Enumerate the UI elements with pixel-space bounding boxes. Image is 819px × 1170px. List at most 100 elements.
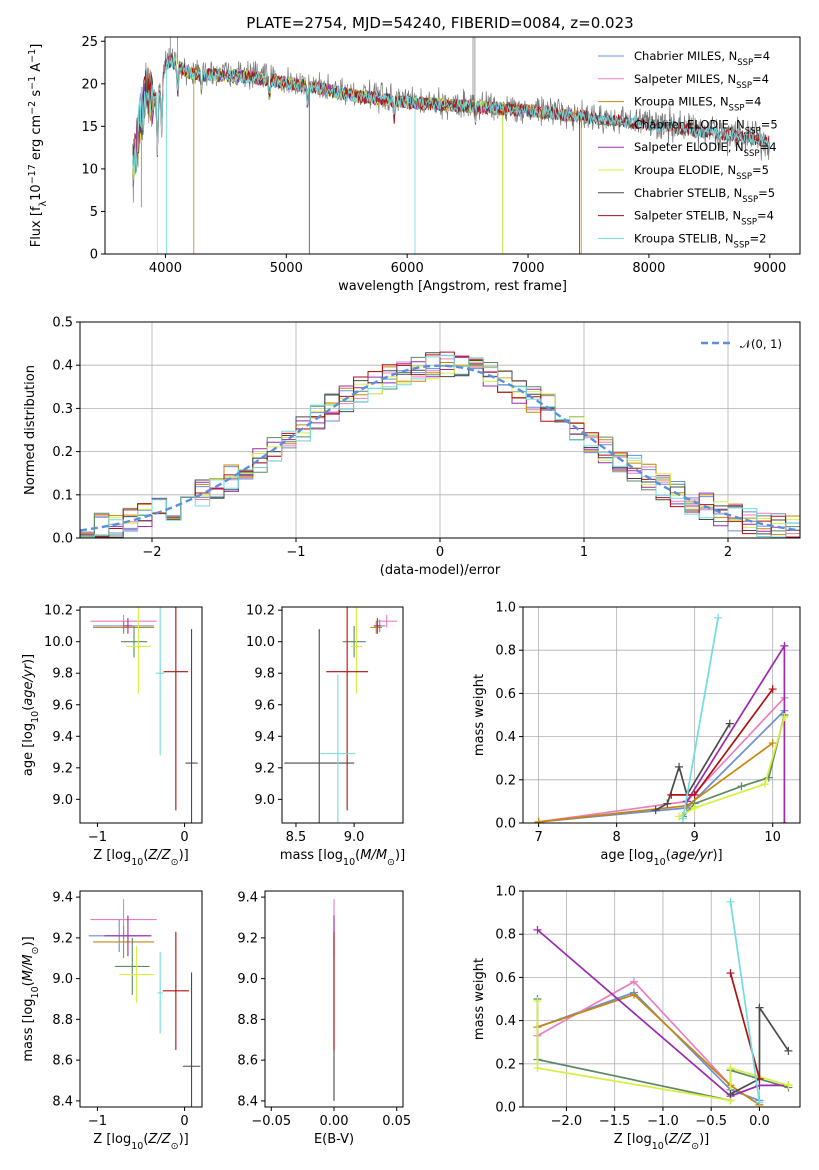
weight-marker — [690, 790, 699, 799]
weight-line — [538, 697, 786, 823]
y-tick-label: 10.2 — [246, 604, 275, 619]
weight-marker — [651, 806, 660, 815]
weight-marker — [629, 990, 638, 999]
weight-line — [729, 901, 761, 1103]
x-tick-label: −0.5 — [695, 1114, 727, 1129]
x-tick-label: −1 — [88, 830, 107, 845]
weight-lines — [533, 897, 793, 1107]
y-axis-label: mass weight — [472, 674, 487, 756]
weight-marker — [629, 977, 638, 986]
weight-marker — [678, 814, 687, 823]
y-tick-label: 9.4 — [52, 730, 73, 745]
x-tick-label: 0.00 — [320, 1114, 349, 1129]
weight-line — [686, 642, 786, 823]
y-tick-label: 0.4 — [495, 730, 516, 745]
y-tick-label: 9.0 — [254, 793, 275, 808]
x-tick-label: 1 — [580, 545, 588, 560]
model-spectrum-line — [132, 56, 770, 254]
x-tick-label: 9000 — [753, 261, 786, 276]
x-axis-label: wavelength [Angstrom, rest frame] — [338, 279, 567, 294]
y-axis-label: Normed distribution — [23, 365, 38, 495]
weight-line — [682, 617, 719, 819]
y-tick-label: 25 — [81, 35, 98, 50]
mass-vs-Z-panel: −1 0 8.4 8.6 8.8 9.0 9.2 9.4 Z [log10(Z/Z⊙)] mass… — [21, 890, 203, 1152]
x-tick-label: 4000 — [149, 261, 182, 276]
age-vs-Z-panel: −1 0 9.0 9.2 9.4 9.6 9.8 10.0 10.2 Z [log10(Z/Z⊙)… — [21, 604, 203, 868]
y-tick-label: 0.8 — [495, 928, 516, 943]
spectrum-panel: 4000 5000 6000 7000 8000 9000 0 5 10 15 20 25 wavele… — [27, 35, 801, 294]
y-tick-label: 0.4 — [495, 1014, 516, 1029]
weight-line — [730, 1004, 790, 1095]
y-tick-label: 9.2 — [52, 761, 73, 776]
y-tick-label: 0.2 — [52, 445, 73, 460]
error-bars — [88, 899, 201, 1107]
y-axis-label: mass weight — [472, 958, 487, 1040]
x-axis-label: E(B-V) — [314, 1132, 354, 1147]
mass-weight-vs-age-panel: 7 8 9 10 0.0 0.2 0.4 0.6 0.8 1.0 age [log10(age/yr… — [472, 601, 801, 868]
x-tick-label: 0 — [436, 545, 444, 560]
weight-marker — [726, 1090, 735, 1099]
weight-line — [536, 929, 789, 1098]
weight-line — [678, 716, 786, 818]
y-tick-label: 0.4 — [52, 359, 73, 374]
weight-line — [729, 972, 761, 1080]
weight-marker — [667, 790, 676, 799]
y-tick-label: 9.4 — [254, 730, 275, 745]
y-tick-label: 0.1 — [52, 488, 73, 503]
y-tick-label: 0.0 — [495, 1101, 516, 1116]
y-tick-label: 0.5 — [52, 316, 73, 331]
weight-marker — [784, 1046, 793, 1055]
x-tick-label: −1 — [286, 545, 305, 560]
x-tick-label: 0.0 — [749, 1114, 770, 1129]
y-tick-label: 0.6 — [495, 687, 516, 702]
y-tick-label: 10.0 — [44, 635, 73, 650]
weight-marker — [533, 925, 542, 934]
y-tick-label: 9.8 — [254, 667, 275, 682]
weight-marker — [755, 1098, 764, 1107]
y-tick-label: 0.0 — [52, 532, 73, 547]
y-tick-label: 1.0 — [495, 885, 516, 900]
y-tick-label: 9.6 — [254, 698, 275, 713]
y-tick-label: 9.2 — [237, 931, 258, 946]
y-tick-label: 5 — [90, 205, 98, 220]
weight-marker — [675, 812, 684, 821]
y-tick-label: 0.6 — [495, 971, 516, 986]
weight-marker — [780, 641, 789, 650]
axes-frame — [264, 890, 404, 1108]
legend-entry: Chabrier STELIB, NSSP=5 — [634, 186, 775, 205]
residual-histograms — [80, 351, 800, 538]
weight-marker — [726, 969, 735, 978]
weight-marker — [534, 817, 543, 823]
weight-marker — [533, 997, 542, 1006]
legend-entry: Kroupa ELODIE, NSSP=5 — [634, 163, 769, 182]
y-tick-label: 0 — [90, 248, 98, 263]
legend-entry: Salpeter STELIB, NSSP=4 — [634, 209, 774, 228]
y-tick-label: 0.2 — [495, 1057, 516, 1072]
weight-marker — [533, 1064, 542, 1073]
figure-title: PLATE=2754, MJD=54240, FIBERID=0084, z=0… — [246, 14, 633, 32]
normal-distribution-curve — [80, 364, 800, 532]
x-tick-label: 9 — [691, 830, 699, 845]
x-tick-label: 7000 — [511, 261, 544, 276]
y-tick-label: 15 — [81, 120, 98, 135]
y-tick-label: 20 — [81, 77, 98, 92]
weight-marker — [784, 1081, 793, 1090]
x-tick-label: 8.5 — [286, 830, 307, 845]
y-tick-label: 8.8 — [52, 1013, 73, 1028]
y-tick-label: 0.8 — [495, 644, 516, 659]
axes-frame — [79, 890, 203, 1108]
axes-frame — [104, 36, 801, 255]
y-tick-label: 8.8 — [237, 1013, 258, 1028]
y-tick-label: 9.0 — [52, 793, 73, 808]
axes-frame — [522, 606, 801, 824]
y-axis-label: Flux [fλ10−17 erg cm−2 s−1 A−1] — [27, 44, 49, 248]
x-axis-label: age [log10(age/yr)] — [600, 848, 722, 868]
weight-marker — [726, 897, 735, 906]
weight-marker — [768, 739, 777, 748]
x-tick-label: 8 — [612, 830, 620, 845]
spectrum-legend: Chabrier MILES, NSSP=4 Salpeter MILES, NS… — [598, 49, 778, 250]
y-tick-label: 0.0 — [495, 817, 516, 832]
spectrum-lines — [132, 37, 770, 254]
legend-entry: Kroupa STELIB, NSSP=2 — [634, 231, 766, 250]
